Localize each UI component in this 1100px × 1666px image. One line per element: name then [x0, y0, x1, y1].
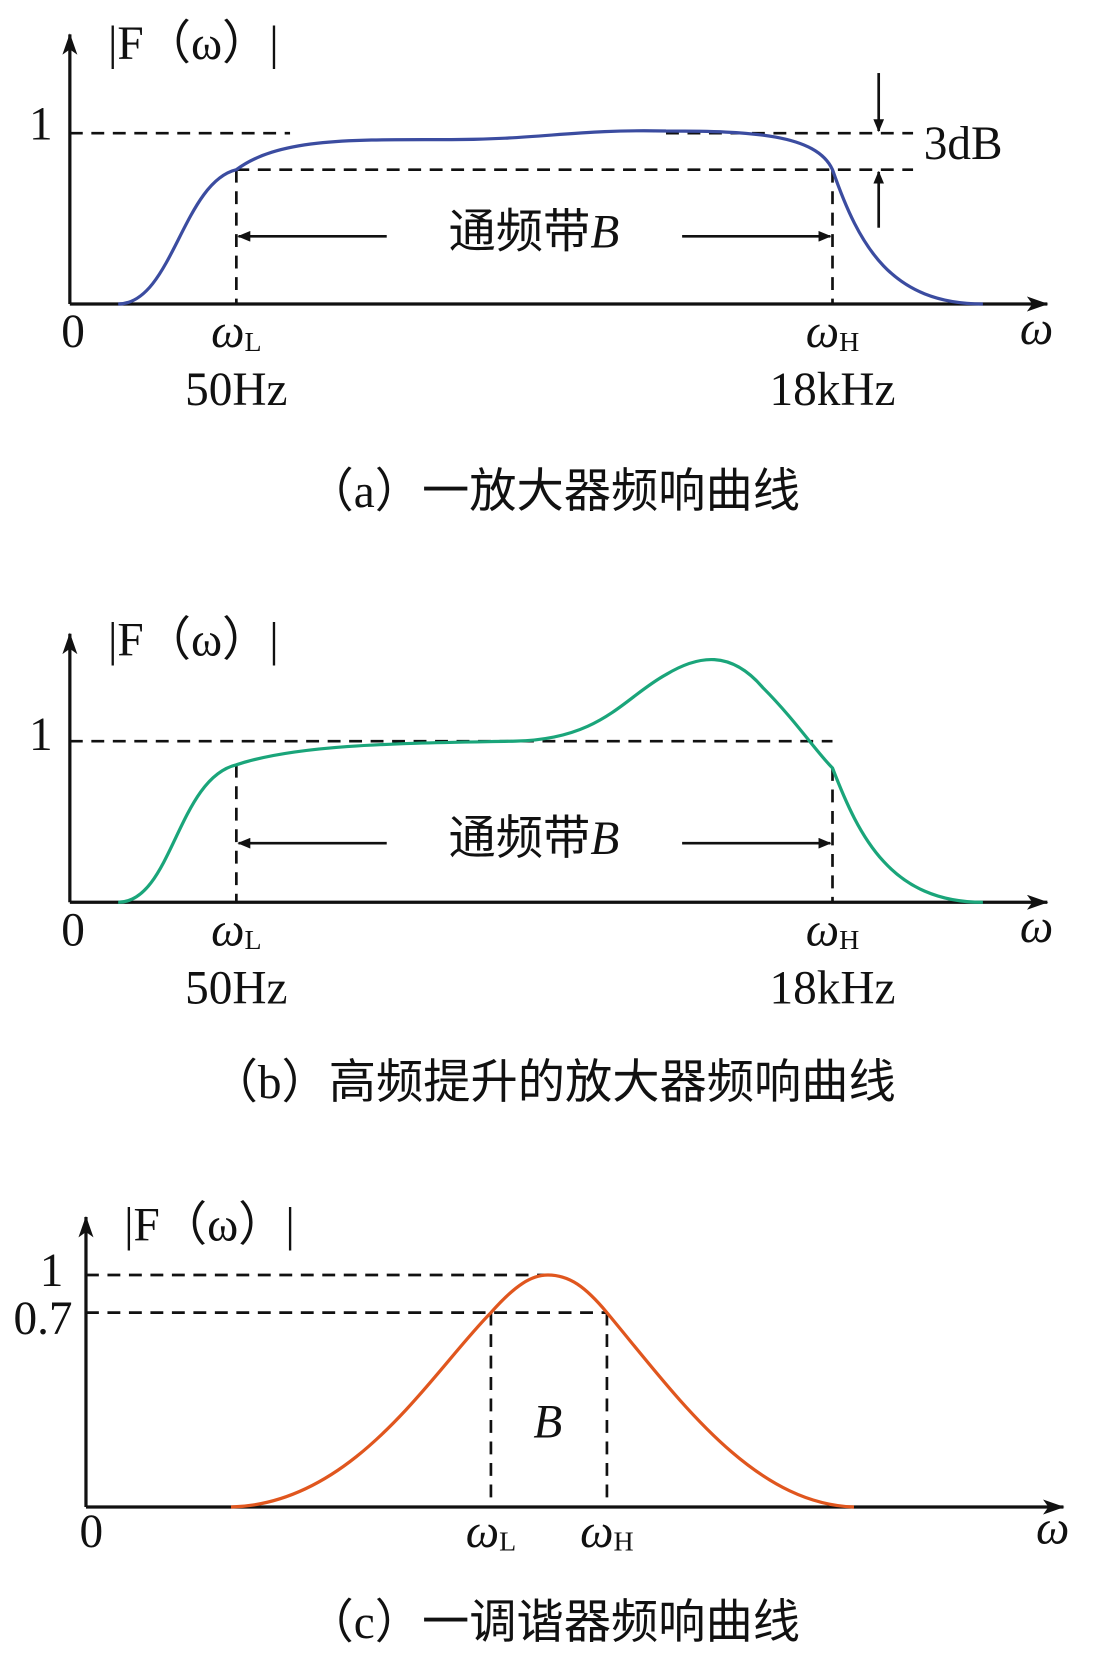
subscript: H	[614, 1527, 634, 1558]
panel-b: |F（ω）| 1 0 ω ωL ωH 50Hz 18kHz 通频带B （b）高频…	[29, 614, 1053, 1109]
freq-label: 18kHz	[770, 364, 896, 416]
band-symbol: B	[590, 206, 619, 258]
y-axis-label: |F（ω）|	[108, 18, 279, 70]
subscript: H	[839, 327, 859, 358]
panel-c: |F（ω）| 1 0.7 0 ω ωL ωH B （c）一调谐器频响曲线	[13, 1200, 1069, 1649]
y-axis-label: |F（ω）|	[108, 614, 279, 666]
omega-h: ωH	[580, 1506, 634, 1558]
subscript: H	[839, 926, 859, 957]
omega-l: ωL	[211, 904, 261, 956]
y-axis-label: |F（ω）|	[124, 1200, 295, 1252]
subscript: L	[245, 327, 262, 358]
symbol: ω	[211, 306, 244, 358]
band-symbol: B	[590, 813, 619, 865]
origin-label: 0	[61, 306, 85, 358]
y-tick-label: 0.7	[13, 1293, 72, 1345]
symbol: ω	[211, 904, 244, 956]
panel-a: |F（ω）| 1 0 ω ωL ωH 50Hz 18kHz 3dB 通频带B （…	[29, 18, 1053, 518]
omega-l: ωL	[211, 306, 261, 358]
subscript: L	[245, 926, 262, 957]
band-label: 通频带B	[449, 206, 620, 258]
x-axis-label: ω	[1020, 901, 1053, 953]
freq-label: 50Hz	[185, 364, 287, 416]
omega-h: ωH	[806, 904, 860, 956]
attenuation-label: 3dB	[924, 118, 1003, 170]
symbol: ω	[806, 904, 839, 956]
caption: （a）一放大器频响曲线	[306, 466, 799, 518]
x-axis-label: ω	[1036, 1503, 1069, 1555]
response-curve	[118, 129, 983, 306]
band-text: 通频带	[449, 206, 591, 258]
origin-label: 0	[80, 1506, 104, 1558]
response-curve	[118, 657, 983, 904]
caption: （b）高频提升的放大器频响曲线	[211, 1057, 896, 1109]
band-text: 通频带	[449, 813, 591, 865]
y-tick-label: 1	[40, 1245, 64, 1297]
freq-label: 18kHz	[770, 962, 896, 1014]
subscript: L	[499, 1527, 516, 1558]
symbol: ω	[806, 306, 839, 358]
band-label: 通频带B	[449, 813, 620, 865]
band-label: B	[533, 1396, 562, 1448]
caption: （c）一调谐器频响曲线	[306, 1597, 799, 1649]
omega-l: ωL	[466, 1506, 516, 1558]
y-tick-label: 1	[29, 709, 53, 761]
x-axis-label: ω	[1020, 303, 1053, 355]
response-curve	[230, 1273, 855, 1509]
freq-label: 50Hz	[185, 962, 287, 1014]
symbol: ω	[580, 1506, 613, 1558]
omega-h: ωH	[806, 306, 860, 358]
origin-label: 0	[61, 904, 85, 956]
y-tick-label: 1	[29, 99, 53, 151]
symbol: ω	[466, 1506, 499, 1558]
